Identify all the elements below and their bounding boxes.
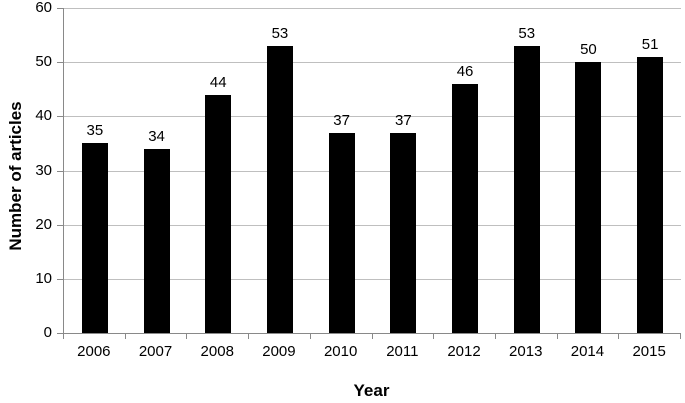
x-tick-mark <box>63 334 64 339</box>
x-tick-mark <box>680 334 681 339</box>
bar-value-label: 46 <box>456 62 474 80</box>
bar-slot: 35 <box>64 8 126 333</box>
x-tick-mark <box>371 334 373 339</box>
x-tick-label: 2006 <box>77 343 111 360</box>
x-tick-mark <box>248 334 250 339</box>
bar <box>143 148 170 333</box>
x-tick-label: 2011 <box>386 343 419 360</box>
bar-value-label: 44 <box>209 73 227 91</box>
gridline <box>64 224 681 226</box>
bar-slot: 53 <box>496 8 558 333</box>
bar-value-label: 53 <box>518 24 536 42</box>
bar <box>266 45 293 333</box>
bar-value-label: 34 <box>148 127 165 145</box>
x-tick-label: 2008 <box>200 343 234 360</box>
gridline <box>64 62 681 64</box>
bar <box>390 132 417 333</box>
y-tick-mark <box>57 224 63 226</box>
bar-value-label: 51 <box>641 35 659 53</box>
bar <box>81 143 108 333</box>
y-tick-label: 50 <box>35 53 52 71</box>
y-tick-mark <box>57 278 63 280</box>
x-tick-label: 2013 <box>509 343 543 360</box>
bar-slot: 37 <box>373 8 435 333</box>
x-tick-mark <box>124 334 126 339</box>
bar <box>575 62 602 333</box>
gridline <box>64 116 681 118</box>
bar-slot: 53 <box>249 8 311 333</box>
x-tick-label: 2007 <box>138 343 173 360</box>
bar-value-label: 53 <box>271 24 289 42</box>
x-tick-mark <box>433 334 435 339</box>
bar <box>513 45 540 333</box>
bar <box>452 83 479 333</box>
bar-slot: 50 <box>558 8 620 333</box>
x-tick-label: 2014 <box>570 343 605 360</box>
x-tick-label: 2010 <box>323 343 358 360</box>
bar-slot: 34 <box>126 8 188 333</box>
bar-slot: 46 <box>434 8 496 333</box>
y-tick-mark <box>57 116 63 118</box>
y-tick-label: 10 <box>35 269 52 287</box>
gridline <box>64 170 681 172</box>
bar-slot: 44 <box>187 8 249 333</box>
x-tick-mark <box>494 334 496 339</box>
x-tick-mark <box>309 334 311 339</box>
bar-slot: 51 <box>619 8 681 333</box>
x-axis-title: Year <box>353 381 390 400</box>
x-tick-mark <box>556 334 558 339</box>
bar <box>328 132 355 333</box>
y-tick-label: 40 <box>35 107 52 125</box>
x-tick-mark <box>186 334 188 339</box>
gridline <box>64 8 681 9</box>
bar <box>637 56 664 333</box>
x-tick-label: 2009 <box>262 343 296 360</box>
y-tick-label: 60 <box>35 0 52 16</box>
y-tick-label: 0 <box>43 324 52 341</box>
gridline <box>64 278 681 280</box>
y-tick-label: 30 <box>35 161 52 179</box>
bar-value-label: 37 <box>333 111 350 129</box>
bar-slot: 37 <box>311 8 373 333</box>
y-tick-mark <box>57 170 63 172</box>
bar-value-label: 37 <box>395 111 412 129</box>
bar <box>205 94 232 333</box>
x-tick-mark <box>618 334 620 339</box>
y-tick-mark <box>57 333 63 334</box>
x-tick-label: 2015 <box>632 343 666 360</box>
bar-value-label: 35 <box>86 122 104 140</box>
bar-value-label: 50 <box>580 41 597 59</box>
y-tick-label: 20 <box>35 215 52 233</box>
y-tick-mark <box>57 62 63 64</box>
plot-area: 35 34 44 53 37 37 46 53 50 51 <box>63 8 681 334</box>
x-tick-label: 2012 <box>447 343 481 360</box>
y-tick-mark <box>57 8 63 9</box>
